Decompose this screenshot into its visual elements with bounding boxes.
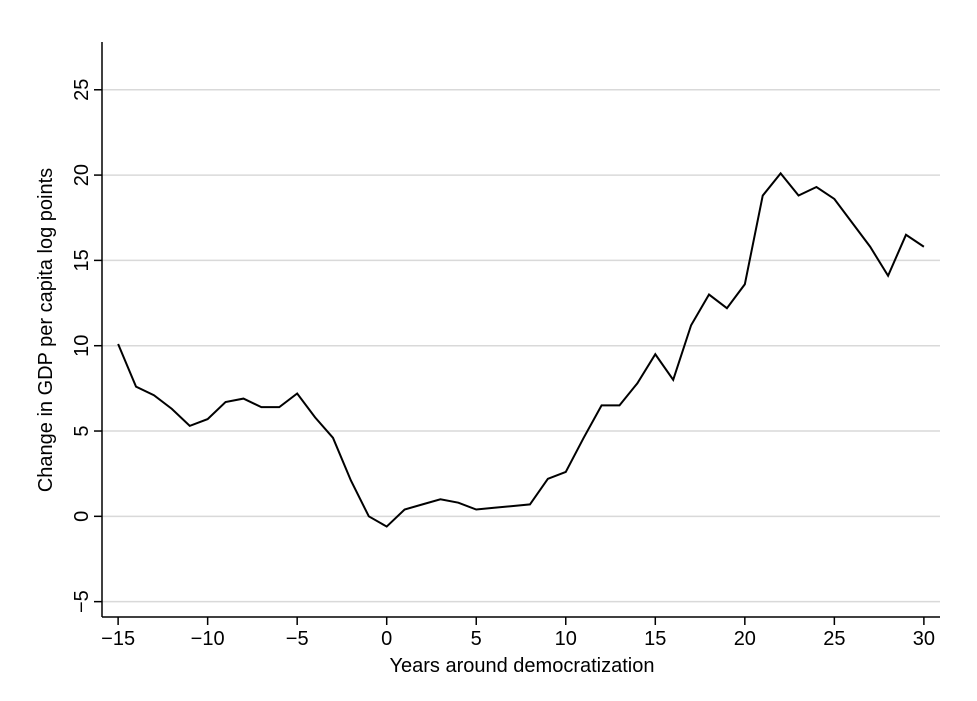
x-tick-label: 5 <box>471 628 482 650</box>
x-tick-label: −15 <box>101 628 135 650</box>
x-tick-label: 25 <box>823 628 845 650</box>
y-tick-label: 10 <box>71 335 93 357</box>
y-tick-label: 15 <box>71 249 93 271</box>
x-tick-label: −10 <box>191 628 225 650</box>
x-tick-label: 0 <box>381 628 392 650</box>
y-tick-label: 0 <box>71 511 93 522</box>
y-tick-label: 25 <box>71 79 93 101</box>
y-tick-label: 20 <box>71 164 93 186</box>
x-tick-label: −5 <box>286 628 309 650</box>
x-axis-label: Years around democratization <box>390 655 655 677</box>
y-tick-label: 5 <box>71 425 93 436</box>
x-tick-label: 20 <box>734 628 756 650</box>
y-axis-label: Change in GDP per capita log points <box>35 168 57 492</box>
x-tick-label: 30 <box>913 628 935 650</box>
y-tick-label: −5 <box>71 590 93 613</box>
line-series <box>117 171 925 528</box>
x-tick-label: 10 <box>555 628 577 650</box>
x-tick-label: 15 <box>644 628 666 650</box>
